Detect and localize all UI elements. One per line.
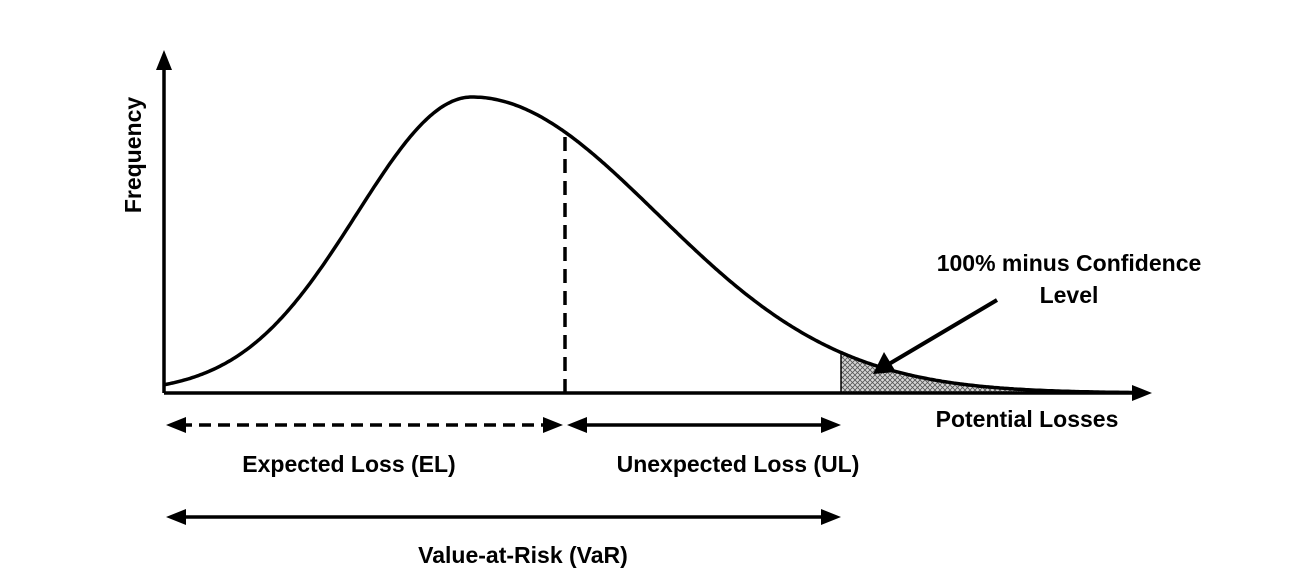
y-axis-arrowhead xyxy=(156,50,172,70)
var-arrowhead-right xyxy=(821,509,841,525)
expected-loss-label: Expected Loss (EL) xyxy=(242,451,455,477)
unexpected-loss-arrowhead-left xyxy=(567,417,587,433)
annotation-text-line-2: Level xyxy=(1040,282,1099,308)
x-axis-label: Potential Losses xyxy=(936,406,1119,432)
tail-shaded-area xyxy=(841,352,1135,393)
annotation-text-line-1: 100% minus Confidence xyxy=(937,250,1202,276)
x-axis-arrowhead xyxy=(1132,385,1152,401)
unexpected-loss-arrowhead-right xyxy=(821,417,841,433)
loss-distribution-curve xyxy=(163,95,1134,395)
var-label: Value-at-Risk (VaR) xyxy=(418,542,628,568)
annotation-arrowhead xyxy=(873,352,896,374)
y-axis-label: Frequency xyxy=(120,97,146,214)
unexpected-loss-label: Unexpected Loss (UL) xyxy=(617,451,860,477)
var-arrowhead-left xyxy=(166,509,186,525)
expected-loss-arrowhead-left xyxy=(166,417,186,433)
annotation-arrow-shaft xyxy=(887,298,999,366)
expected-loss-arrowhead-right xyxy=(543,417,563,433)
